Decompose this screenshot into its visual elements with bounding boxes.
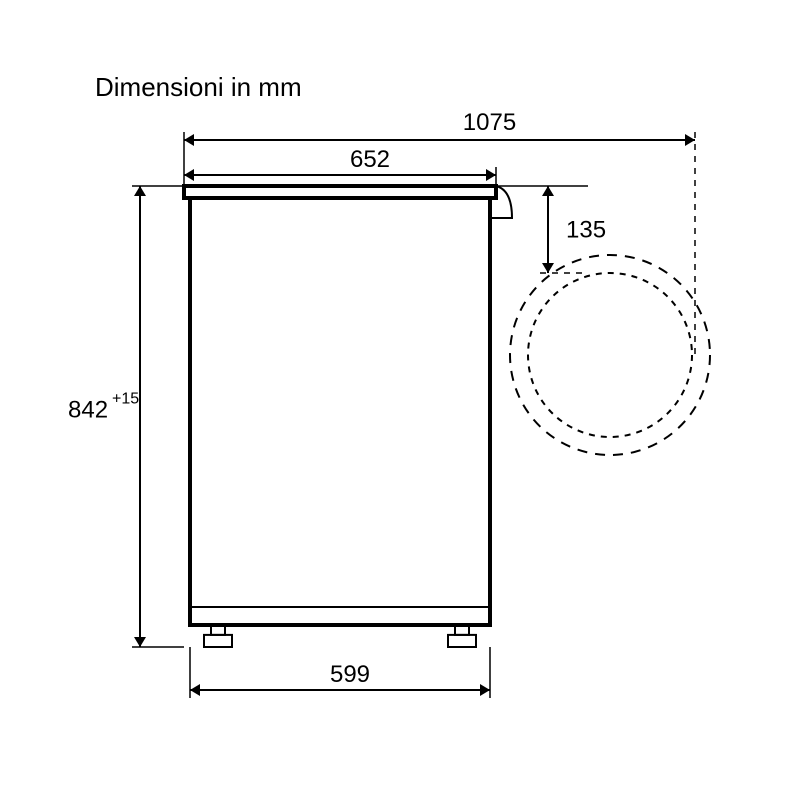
appliance-body	[190, 198, 490, 625]
dim-height-label: 842	[68, 397, 108, 424]
dim-height-tol: +15	[112, 391, 139, 408]
foot-pad	[448, 635, 476, 647]
door-open-outer	[510, 255, 710, 455]
dim-overall-width-label: 1075	[463, 109, 516, 136]
dim-top-depth-label: 652	[350, 146, 390, 173]
dim-base-width-label: 599	[330, 661, 370, 688]
title: Dimensioni in mm	[95, 72, 302, 102]
front-curve	[490, 186, 512, 218]
dim-offset-label: 135	[566, 217, 606, 244]
foot-pad	[204, 635, 232, 647]
door-open-inner	[528, 273, 692, 437]
